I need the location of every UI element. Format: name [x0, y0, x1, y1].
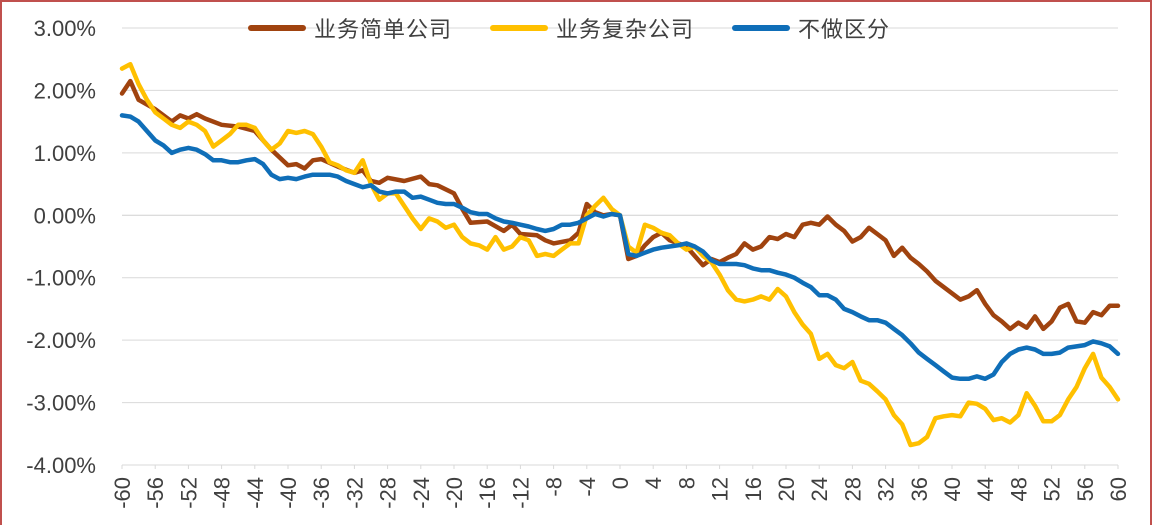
x-tick-label: 12 — [708, 477, 733, 501]
frame-left-border — [0, 0, 2, 525]
legend-label-complex: 业务复杂公司 — [556, 17, 695, 42]
x-tick-label: 20 — [774, 477, 799, 501]
x-tick-label: -60 — [110, 477, 135, 509]
x-tick-label: -40 — [276, 477, 301, 509]
x-axis: -60 -56 -52 -48 -44 -40 -36 -32 -28 -24 -20 -16 -12-… — [110, 465, 1131, 509]
x-tick-label: -44 — [243, 477, 268, 509]
y-axis: 3.00% 2.00% 1.00% 0.00% -1.00% -2.00% -3.00% -4… — [26, 16, 96, 478]
x-tick-label: 52 — [1040, 477, 1065, 501]
legend-item-simple: 业务简单公司 — [248, 12, 452, 44]
x-tick-label: -48 — [210, 477, 235, 509]
x-tick-label: 24 — [807, 477, 832, 501]
x-tick-label: -4 — [575, 477, 600, 497]
legend-label-simple: 业务简单公司 — [314, 17, 453, 42]
x-tick-label: -24 — [409, 477, 434, 509]
y-tick-label: 0.00% — [34, 203, 96, 228]
series-line-all — [119, 113, 1121, 382]
x-tick-label: 4 — [641, 477, 666, 489]
y-tick-label: 3.00% — [34, 16, 96, 41]
x-tick-label: 44 — [973, 477, 998, 501]
x-tick-label: -20 — [442, 477, 467, 509]
x-tick-label: 36 — [907, 477, 932, 501]
x-tick-label: 32 — [874, 477, 899, 501]
x-tick-label: -32 — [342, 477, 367, 509]
x-tick-label: -28 — [376, 477, 401, 509]
legend-item-complex: 业务复杂公司 — [490, 12, 694, 44]
legend-swatch-simple — [248, 25, 306, 31]
series-line-simple — [119, 78, 1121, 332]
x-tick-label: 56 — [1073, 477, 1098, 501]
x-tick-label: 8 — [674, 477, 699, 489]
x-tick-label: -52 — [176, 477, 201, 509]
legend-swatch-complex — [490, 25, 549, 31]
y-tick-label: -3.00% — [26, 391, 96, 416]
legend-label-all: 不做区分 — [798, 17, 891, 42]
y-tick-label: -4.00% — [26, 453, 96, 478]
chart-legend: 业务简单公司 业务复杂公司 不做区分 — [248, 12, 928, 44]
series-line-complex — [119, 61, 1121, 448]
series-lines — [119, 61, 1121, 448]
x-tick-label: 28 — [840, 477, 865, 501]
x-tick-label: -36 — [309, 477, 334, 509]
x-tick-label: -8 — [542, 477, 567, 497]
y-tick-label: -2.00% — [26, 328, 96, 353]
legend-swatch-all — [732, 25, 791, 31]
frame-top-border — [0, 0, 1152, 2]
frame-right-border — [1150, 0, 1152, 525]
y-tick-label: 1.00% — [34, 141, 96, 166]
y-tick-label: 2.00% — [34, 78, 96, 103]
x-tick-label: -56 — [143, 477, 168, 509]
x-tick-label: 48 — [1006, 477, 1031, 501]
x-tick-label: 60 — [1106, 477, 1131, 501]
x-tick-label: 0 — [608, 477, 633, 489]
y-tick-label: -1.00% — [26, 266, 96, 291]
x-tick-label: 40 — [940, 477, 965, 501]
x-tick-label: -16 — [475, 477, 500, 509]
x-tick-label: -12 — [508, 477, 533, 509]
legend-item-all: 不做区分 — [732, 12, 890, 44]
x-tick-label: 16 — [741, 477, 766, 501]
grid-lines — [122, 27, 1118, 466]
